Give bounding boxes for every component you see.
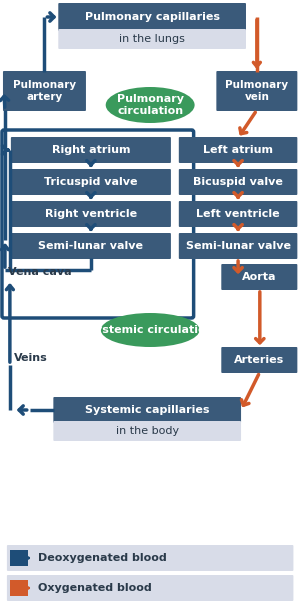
Text: Pulmonary capillaries: Pulmonary capillaries <box>85 12 219 22</box>
Text: Arteries: Arteries <box>234 355 285 365</box>
Text: Aorta: Aorta <box>242 272 277 282</box>
FancyBboxPatch shape <box>58 29 246 49</box>
FancyBboxPatch shape <box>179 201 297 227</box>
Text: Pulmonary
circulation: Pulmonary circulation <box>117 94 184 116</box>
Text: Right ventricle: Right ventricle <box>45 209 137 219</box>
FancyBboxPatch shape <box>216 71 297 111</box>
Text: Tricuspid valve: Tricuspid valve <box>44 177 138 187</box>
Text: Deoxygenated blood: Deoxygenated blood <box>37 553 166 563</box>
Text: Vena cava: Vena cava <box>8 267 71 277</box>
Text: Pulmonary
artery: Pulmonary artery <box>13 80 76 102</box>
Text: Systemic circulation: Systemic circulation <box>87 325 213 335</box>
FancyBboxPatch shape <box>11 169 171 195</box>
Text: Left atrium: Left atrium <box>203 145 273 155</box>
FancyBboxPatch shape <box>179 169 297 195</box>
FancyBboxPatch shape <box>10 550 28 566</box>
Text: Systemic capillaries: Systemic capillaries <box>85 405 209 415</box>
Text: in the lungs: in the lungs <box>119 34 185 44</box>
FancyBboxPatch shape <box>11 233 171 259</box>
FancyBboxPatch shape <box>53 397 241 423</box>
FancyBboxPatch shape <box>53 421 241 441</box>
Text: Semi-lunar valve: Semi-lunar valve <box>185 241 291 251</box>
Text: Left ventricle: Left ventricle <box>196 209 280 219</box>
Text: Bicuspid valve: Bicuspid valve <box>193 177 283 187</box>
Ellipse shape <box>106 87 195 123</box>
Text: Semi-lunar valve: Semi-lunar valve <box>38 241 143 251</box>
Text: Pulmonary
vein: Pulmonary vein <box>225 80 288 102</box>
FancyBboxPatch shape <box>11 201 171 227</box>
FancyBboxPatch shape <box>11 137 171 163</box>
Text: Veins: Veins <box>14 353 48 363</box>
Text: in the body: in the body <box>116 426 179 436</box>
FancyBboxPatch shape <box>221 264 297 290</box>
FancyBboxPatch shape <box>3 71 86 111</box>
Ellipse shape <box>101 313 199 347</box>
FancyBboxPatch shape <box>221 347 297 373</box>
FancyBboxPatch shape <box>7 545 293 571</box>
FancyBboxPatch shape <box>10 580 28 596</box>
FancyBboxPatch shape <box>7 575 293 601</box>
Text: Right atrium: Right atrium <box>52 145 130 155</box>
FancyBboxPatch shape <box>58 3 246 31</box>
Text: Oxygenated blood: Oxygenated blood <box>37 583 151 593</box>
FancyBboxPatch shape <box>179 233 297 259</box>
FancyBboxPatch shape <box>179 137 297 163</box>
